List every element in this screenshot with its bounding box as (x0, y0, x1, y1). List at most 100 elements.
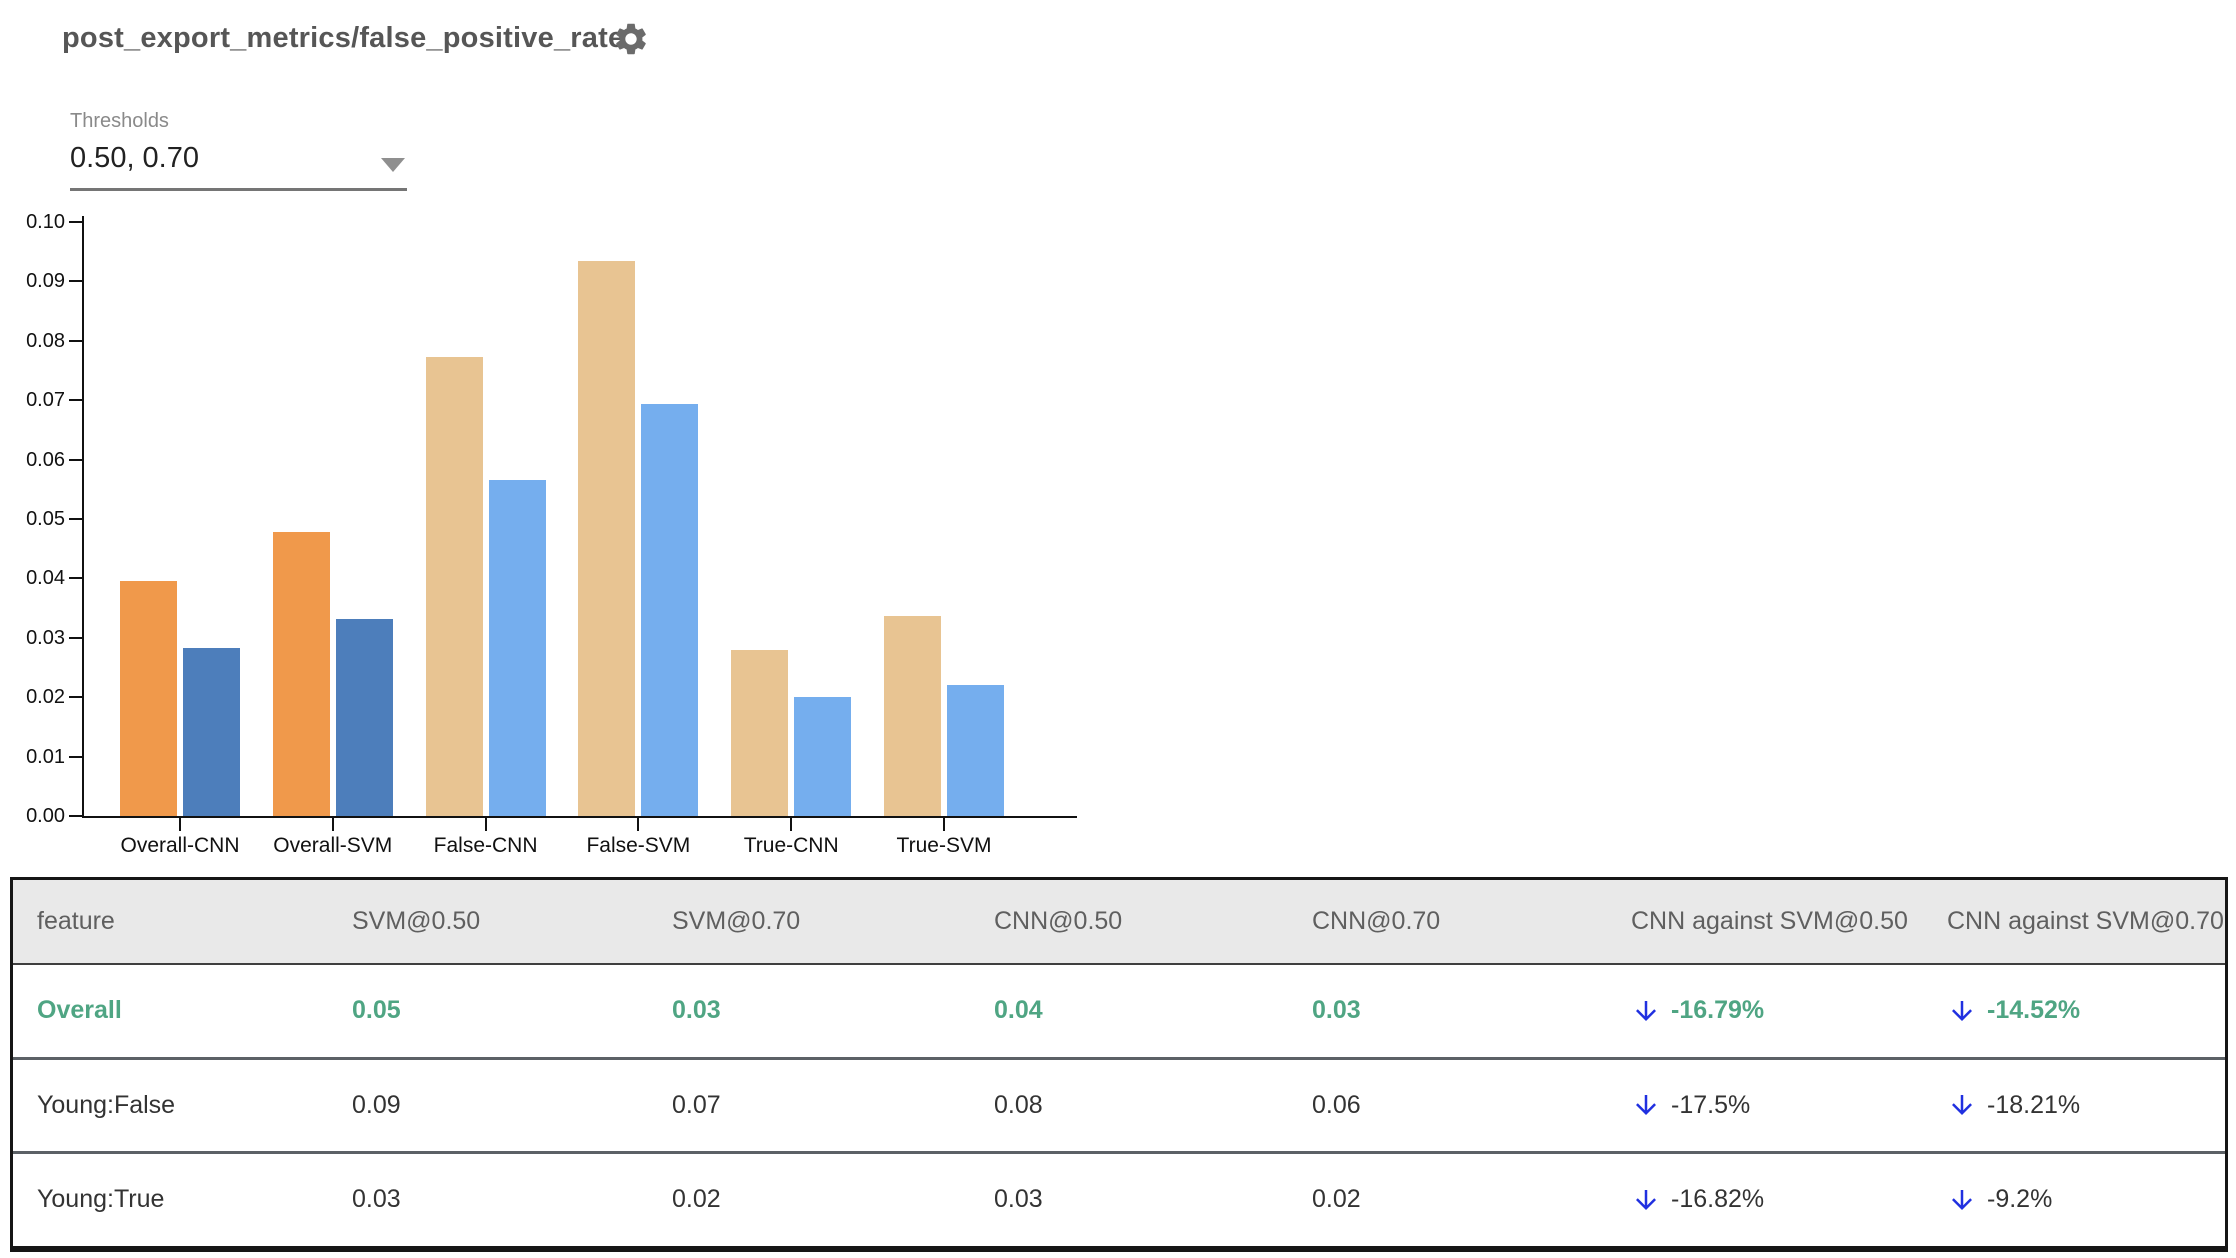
y-tick-label: 0.07 (26, 389, 65, 412)
y-tick (69, 815, 82, 817)
value-cell: 0.03 (1312, 996, 1361, 1025)
comparison-value: -16.82% (1671, 1185, 1765, 1214)
feature-cell: Young:True (37, 1185, 165, 1214)
y-tick-label: 0.08 (26, 329, 65, 352)
value-cell: 0.02 (672, 1185, 721, 1214)
value-cell: 0.06 (1312, 1090, 1361, 1119)
x-axis-line (82, 816, 1077, 818)
y-tick (69, 399, 82, 402)
x-tick (943, 818, 945, 831)
y-tick-label: 0.06 (26, 448, 65, 471)
y-tick (69, 636, 82, 639)
feature-cell: Overall (37, 996, 122, 1025)
x-category-label: False-CNN (433, 834, 538, 857)
bar-True-SVM-threshold0.70[interactable] (947, 685, 1004, 816)
table-row-overall[interactable]: Overall 0.05 0.03 0.04 0.03 -16.79% (13, 964, 2225, 1058)
y-tick-label: 0.03 (26, 626, 65, 649)
comparison-cell: -16.79% (1631, 964, 1947, 1058)
table-header-row: feature SVM@0.50 SVM@0.70 CNN@0.50 CNN@0… (13, 880, 2225, 965)
bar-True-SVM-threshold0.50[interactable] (884, 615, 941, 816)
x-category-label: False-SVM (586, 834, 691, 857)
value-cell: 0.03 (994, 1185, 1043, 1214)
y-tick-label: 0.00 (26, 805, 65, 827)
chevron-down-icon (381, 158, 405, 172)
y-tick-label: 0.09 (26, 270, 65, 293)
col-header-cnn-vs-svm-050: CNN against SVM@0.50 (1631, 880, 1947, 965)
thresholds-value: 0.50, 0.70 (70, 142, 199, 174)
bar-Overall-SVM-threshold0.50[interactable] (272, 532, 330, 816)
arrow-down-icon (1636, 1189, 1656, 1210)
col-header-svm-050: SVM@0.50 (352, 880, 672, 965)
x-tick (790, 818, 793, 831)
comparison-value: -17.5% (1671, 1090, 1751, 1119)
value-cell: 0.02 (1312, 1185, 1361, 1214)
y-tick-label: 0.02 (26, 686, 65, 709)
value-cell: 0.07 (672, 1090, 721, 1119)
comparison-value: -14.52% (1987, 996, 2081, 1025)
x-category-label: Overall-CNN (120, 834, 240, 857)
dropdown-underline (70, 188, 407, 191)
y-tick (69, 221, 82, 223)
col-header-cnn-vs-svm-070: CNN against SVM@0.70 (1947, 880, 2225, 965)
arrow-down-icon (1952, 1000, 1972, 1021)
arrow-down-icon (1636, 1095, 1656, 1115)
arrow-down-icon (1952, 1189, 1972, 1210)
thresholds-label: Thresholds (70, 110, 169, 132)
x-tick (484, 818, 487, 831)
x-category-label: Overall-SVM (273, 834, 393, 857)
comparison-value: -9.2% (1987, 1185, 2053, 1214)
comparison-cell: -9.2% (1947, 1152, 2225, 1246)
gear-icon[interactable] (612, 20, 650, 58)
comparison-cell: -18.21% (1947, 1058, 2225, 1152)
feature-cell: Young:False (37, 1090, 176, 1119)
value-cell: 0.08 (994, 1090, 1043, 1119)
y-axis-line (82, 216, 84, 818)
y-tick (69, 755, 82, 758)
col-header-feature: feature (13, 880, 352, 965)
table-row-young-false[interactable]: Young:False 0.09 0.07 0.08 0.06 -17.5% (13, 1058, 2225, 1152)
bar-True-CNN-threshold0.50[interactable] (731, 649, 789, 816)
arrow-down-icon (1952, 1095, 1972, 1115)
y-tick-label: 0.05 (26, 508, 65, 530)
x-category-label: True-SVM (896, 834, 992, 857)
bar-Overall-CNN-threshold0.70[interactable] (183, 647, 240, 816)
false-positive-rate-bar-chart: 0.00 0.01 0.02 0.03 0.04 0.05 0.06 0.07 0.08 0.09… (0, 0, 1150, 880)
thresholds-dropdown[interactable]: Thresholds 0.50, 0.70 (70, 110, 410, 191)
comparison-value: -16.79% (1671, 996, 1765, 1025)
arrow-down-icon (1636, 1000, 1656, 1021)
x-tick (331, 818, 334, 831)
value-cell: 0.03 (672, 996, 721, 1025)
comparison-value: -18.21% (1987, 1090, 2081, 1119)
bar-Overall-CNN-threshold0.50[interactable] (120, 580, 177, 816)
y-tick (69, 339, 82, 342)
table-row-young-true[interactable]: Young:True 0.03 0.02 0.03 0.02 -16.82% (13, 1152, 2225, 1246)
col-header-cnn-070: CNN@0.70 (1312, 880, 1631, 965)
bar-False-CNN-threshold0.50[interactable] (425, 356, 483, 816)
y-tick (69, 518, 82, 520)
x-tick (179, 818, 181, 831)
comparison-cell: -16.82% (1631, 1152, 1947, 1246)
value-cell: 0.09 (352, 1090, 401, 1119)
col-header-cnn-050: CNN@0.50 (994, 880, 1312, 965)
bar-False-CNN-threshold0.70[interactable] (488, 479, 546, 816)
y-tick-label: 0.10 (26, 211, 65, 233)
y-tick-label: 0.01 (26, 745, 65, 768)
x-category-label: True-CNN (743, 834, 839, 857)
y-tick (69, 458, 82, 461)
comparison-cell: -17.5% (1631, 1058, 1947, 1152)
x-tick (637, 818, 640, 831)
value-cell: 0.03 (352, 1185, 401, 1214)
value-cell: 0.05 (352, 996, 401, 1025)
y-tick (69, 577, 82, 580)
col-header-svm-070: SVM@0.70 (672, 880, 994, 965)
bar-True-CNN-threshold0.70[interactable] (794, 696, 852, 816)
bar-False-SVM-threshold0.70[interactable] (641, 403, 699, 816)
y-tick-label: 0.04 (26, 567, 65, 590)
y-tick (69, 696, 82, 699)
bar-Overall-SVM-threshold0.70[interactable] (335, 618, 393, 816)
metrics-table: feature SVM@0.50 SVM@0.70 CNN@0.50 CNN@0… (10, 877, 2228, 1252)
metric-title: post_export_metrics/false_positive_rate (62, 22, 625, 54)
bar-False-SVM-threshold0.50[interactable] (578, 260, 636, 816)
comparison-cell: -14.52% (1947, 964, 2225, 1058)
